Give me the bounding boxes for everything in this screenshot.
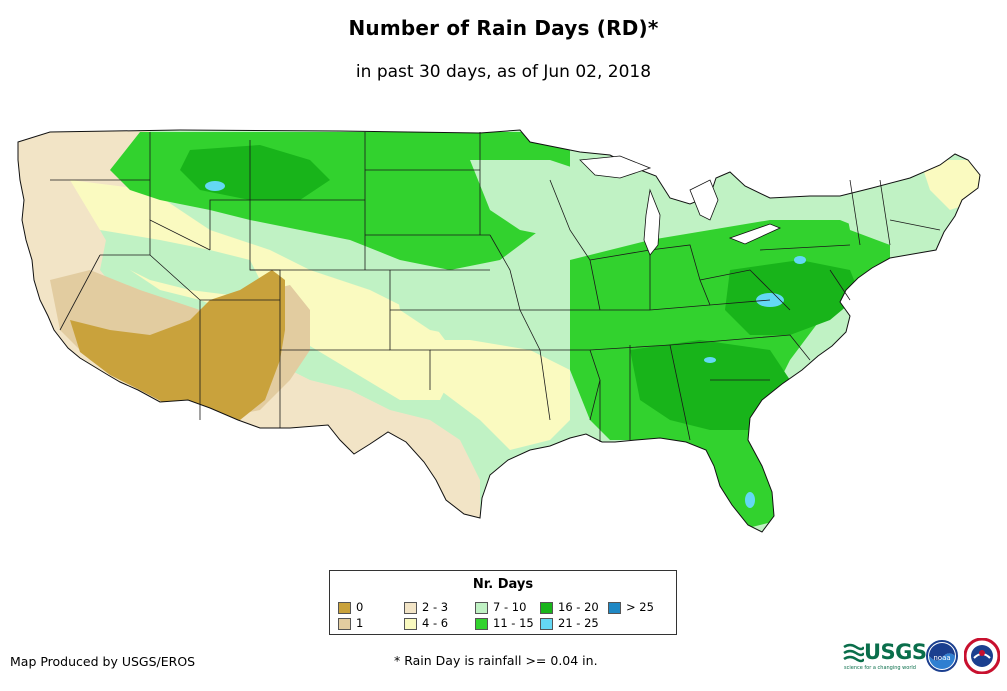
legend-swatch bbox=[338, 602, 351, 614]
usgs-wordmark: USGS bbox=[864, 640, 927, 664]
us-rain-days-map bbox=[10, 120, 1000, 550]
us-map-svg bbox=[17, 129, 981, 533]
nws-logo bbox=[963, 637, 1001, 675]
noaa-logo: noaa bbox=[926, 640, 958, 672]
legend-swatch bbox=[404, 618, 417, 630]
legend-swatch bbox=[608, 602, 621, 614]
legend-label: 21 - 25 bbox=[558, 616, 599, 630]
legend-swatch bbox=[475, 602, 488, 614]
lake-erie bbox=[728, 223, 782, 245]
region-7-10-midwest bbox=[470, 160, 660, 250]
us-outline bbox=[17, 129, 981, 533]
map-credit: Map Produced by USGS/EROS bbox=[10, 654, 196, 669]
noaa-emblem-icon: noaa bbox=[926, 640, 958, 672]
lake-michigan bbox=[643, 188, 661, 256]
agency-logos: USGS science for a changing world noaa bbox=[842, 637, 1002, 678]
region-0-southwest bbox=[70, 270, 285, 422]
nws-emblem-icon bbox=[963, 637, 1001, 675]
legend-swatch bbox=[540, 618, 553, 630]
rain-day-footnote: * Rain Day is rainfall >= 0.04 in. bbox=[394, 653, 598, 668]
usgs-logo: USGS science for a changing world bbox=[842, 638, 927, 674]
region-21-25-spot-5 bbox=[704, 357, 716, 363]
map-subtitle: in past 30 days, as of Jun 02, 2018 bbox=[355, 62, 652, 82]
region-21-25-spot-3 bbox=[794, 256, 806, 264]
state-borders bbox=[50, 132, 941, 442]
legend: Nr. Days 0 1 2 - 3 4 - 6 7 - 10 11 - 15 … bbox=[329, 570, 677, 635]
region-16-20-southeast bbox=[630, 340, 790, 430]
legend-label: 2 - 3 bbox=[422, 600, 449, 614]
legend-label: 11 - 15 bbox=[493, 616, 534, 630]
legend-label: 4 - 6 bbox=[422, 616, 449, 630]
legend-swatch bbox=[404, 602, 417, 614]
legend-swatch bbox=[338, 618, 351, 630]
region-4-6-plains bbox=[390, 340, 570, 450]
legend-swatch bbox=[475, 618, 488, 630]
lake-superior bbox=[579, 155, 652, 179]
lake-huron bbox=[689, 179, 719, 221]
noaa-wordmark: noaa bbox=[933, 654, 950, 662]
region-21-25-spot-4 bbox=[745, 492, 755, 508]
legend-label: > 25 bbox=[626, 600, 654, 614]
legend-title: Nr. Days bbox=[472, 577, 534, 592]
usgs-wave-icon bbox=[843, 643, 864, 663]
legend-label: 16 - 20 bbox=[558, 600, 599, 614]
region-21-25-spot-1 bbox=[205, 181, 225, 191]
legend-label: 7 - 10 bbox=[493, 600, 527, 614]
map-title: Number of Rain Days (RD)* bbox=[348, 16, 659, 40]
region-7-10-plains bbox=[390, 250, 550, 340]
legend-label: 0 bbox=[356, 600, 364, 614]
usgs-tagline: science for a changing world bbox=[844, 665, 916, 671]
region-7-10-basin bbox=[100, 230, 260, 295]
legend-label: 1 bbox=[356, 616, 364, 630]
legend-swatch bbox=[540, 602, 553, 614]
